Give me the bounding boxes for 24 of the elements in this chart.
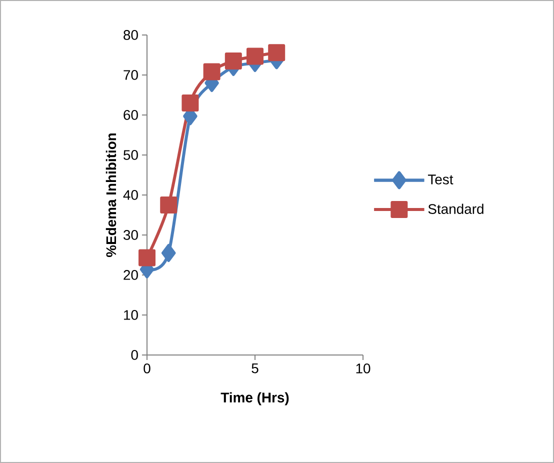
point <box>224 52 242 70</box>
x-tick-label: 5 <box>252 364 258 374</box>
y-tick-label: 30 <box>124 230 138 240</box>
y-tick-label: 40 <box>123 190 138 200</box>
x-tick-label: 10 <box>356 363 370 374</box>
point <box>138 249 156 266</box>
point <box>182 94 199 112</box>
point <box>203 63 220 80</box>
legend-label: Standard <box>428 204 484 214</box>
legend-label: Test <box>428 174 454 184</box>
y-tick-label: 20 <box>124 270 138 280</box>
point <box>160 196 178 214</box>
y-tick-label: 0 <box>131 350 138 360</box>
y-tick-label: 50 <box>124 150 138 160</box>
y-tick-label: 60 <box>124 110 138 120</box>
y-axis-title: %Edema Inhibition <box>106 133 116 258</box>
y-tick-label: 10 <box>124 310 138 320</box>
point <box>246 48 264 65</box>
y-tick-label: 70 <box>124 70 138 80</box>
x-tick-label: 0 <box>144 363 150 374</box>
x-axis-title: Time (Hrs) <box>220 392 289 406</box>
point <box>161 244 176 262</box>
y-tick-label: 80 <box>124 30 138 40</box>
point <box>268 44 286 62</box>
